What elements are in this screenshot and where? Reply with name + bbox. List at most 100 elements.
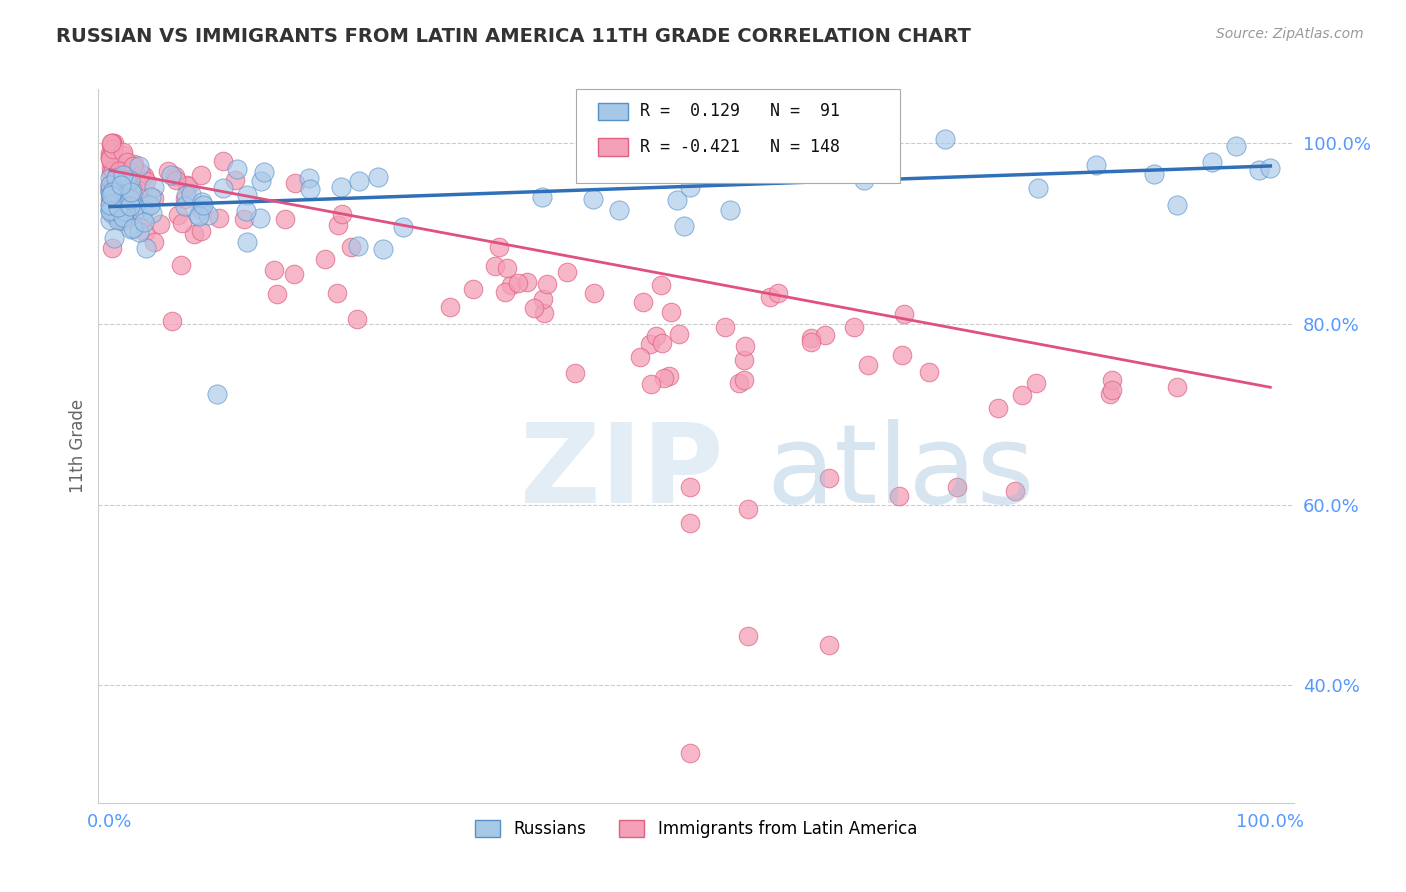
Point [115, 160, 138, 174]
Point [253, 165, 276, 179]
Point [679, 180, 702, 194]
Point [141, 189, 163, 203]
Point [1247, 162, 1270, 177]
Point [274, 212, 297, 227]
Point [141, 206, 163, 220]
Point [205, 386, 228, 401]
Point [226, 162, 249, 177]
Point [115, 154, 138, 169]
Point [640, 376, 662, 391]
Point [191, 198, 214, 212]
Point [111, 145, 134, 160]
Point [373, 242, 395, 256]
Point [679, 480, 702, 494]
Point [131, 211, 153, 226]
Point [139, 198, 162, 212]
Point [187, 210, 209, 224]
Point [165, 172, 187, 186]
Point [734, 339, 756, 353]
Point [714, 319, 737, 334]
Point [1166, 380, 1188, 394]
Point [298, 170, 321, 185]
Point [640, 336, 662, 351]
Point [100, 136, 122, 151]
Point [98, 178, 121, 192]
Point [1101, 383, 1123, 397]
Point [856, 358, 879, 372]
Text: R =  0.129   N =  91: R = 0.129 N = 91 [640, 103, 839, 120]
Point [132, 169, 155, 184]
Point [107, 212, 129, 227]
Legend: Russians, Immigrants from Latin America: Russians, Immigrants from Latin America [468, 813, 924, 845]
Point [98, 181, 121, 195]
Point [326, 285, 349, 300]
Point [100, 186, 122, 201]
Point [134, 225, 156, 239]
Point [853, 173, 876, 187]
Point [494, 285, 516, 300]
Point [367, 169, 389, 184]
Point [766, 285, 789, 300]
Point [111, 214, 134, 228]
Point [118, 173, 141, 187]
Point [1004, 484, 1026, 499]
Point [191, 194, 214, 209]
Point [100, 202, 122, 217]
Point [112, 168, 135, 182]
Point [177, 178, 200, 193]
Point [132, 215, 155, 229]
Point [1166, 198, 1188, 212]
Point [103, 136, 125, 151]
Point [110, 161, 132, 175]
Point [224, 172, 246, 186]
Point [100, 166, 122, 180]
Point [347, 239, 370, 253]
Point [107, 200, 129, 214]
Point [299, 182, 322, 196]
Point [127, 183, 149, 197]
Point [112, 210, 135, 224]
Point [135, 241, 157, 255]
Point [1225, 139, 1247, 153]
Point [100, 185, 122, 199]
Point [104, 203, 127, 218]
Point [101, 183, 124, 197]
Point [679, 516, 702, 530]
Point [659, 305, 682, 319]
Point [157, 163, 180, 178]
Point [121, 183, 143, 197]
Point [120, 222, 142, 236]
Text: RUSSIAN VS IMMIGRANTS FROM LATIN AMERICA 11TH GRADE CORRELATION CHART: RUSSIAN VS IMMIGRANTS FROM LATIN AMERICA… [56, 27, 972, 45]
Point [125, 202, 148, 216]
Point [110, 178, 132, 193]
Point [582, 192, 605, 206]
Point [114, 204, 136, 219]
Point [499, 277, 522, 292]
Point [631, 295, 654, 310]
Point [98, 184, 121, 198]
Point [652, 371, 675, 385]
Point [160, 169, 183, 183]
Point [174, 199, 197, 213]
Point [531, 292, 554, 306]
Point [893, 307, 915, 321]
Point [103, 195, 125, 210]
Point [163, 169, 186, 183]
Point [818, 638, 841, 652]
Point [101, 241, 124, 255]
Point [98, 183, 121, 197]
Point [128, 225, 150, 239]
Point [122, 157, 145, 171]
Point [329, 180, 352, 194]
Point [103, 175, 125, 189]
Point [714, 154, 737, 169]
Y-axis label: 11th Grade: 11th Grade [69, 399, 87, 493]
Point [108, 164, 131, 178]
Point [212, 181, 235, 195]
Point [918, 365, 941, 379]
Point [583, 286, 606, 301]
Point [658, 368, 681, 383]
Point [1143, 167, 1166, 181]
Point [197, 208, 219, 222]
Point [98, 145, 121, 160]
